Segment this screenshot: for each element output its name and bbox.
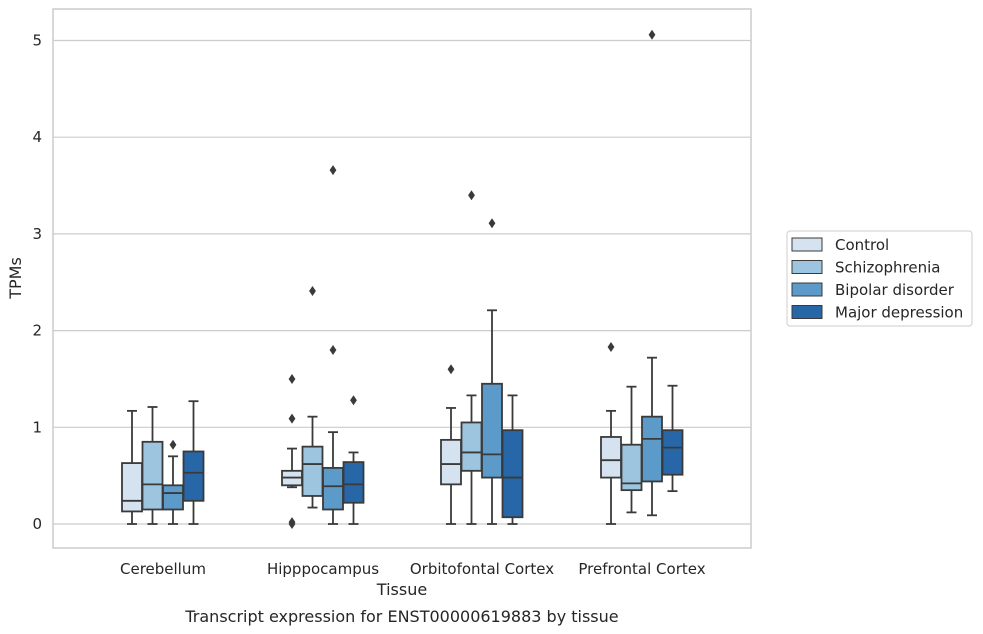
legend-swatch	[791, 237, 823, 252]
outlier-point	[350, 395, 357, 406]
outlier-point	[288, 413, 296, 424]
outlier-point	[468, 190, 475, 201]
box-major-depression	[501, 394, 524, 525]
y-tick-label: 5	[32, 32, 42, 50]
legend-label: Major depression	[835, 304, 963, 322]
box-schizophrenia	[301, 285, 324, 509]
outlier-point	[648, 29, 656, 40]
x-tick-label: Hipppocampus	[267, 560, 379, 578]
legend-frame	[786, 230, 973, 327]
box-bipolar-disorder	[162, 439, 184, 525]
outlier-point	[288, 517, 296, 528]
iqr-box	[141, 440, 164, 511]
y-tick-labels: 0 1 2 3 4 5	[32, 32, 42, 534]
y-axis-title: TPMs	[6, 257, 25, 300]
legend: Control Schizophrenia Bipolar disorder Majo…	[786, 230, 973, 327]
outlier-point	[447, 364, 455, 375]
x-tick-labels: Cerebellum Hipppocampus Orbitofontal Corte…	[120, 560, 706, 578]
iqr-box	[182, 450, 205, 502]
iqr-box	[342, 461, 365, 504]
chart-caption: Transcript expression for ENST0000061988…	[184, 607, 618, 626]
iqr-box	[162, 484, 184, 511]
outlier-point	[329, 165, 337, 176]
y-tick-label: 0	[32, 515, 42, 533]
y-tick-label: 2	[32, 322, 42, 340]
iqr-box	[440, 438, 462, 486]
box-bipolar-disorder	[322, 165, 344, 525]
iqr-box	[600, 436, 622, 479]
y-tick-label: 3	[32, 225, 42, 243]
box-major-depression	[661, 384, 684, 493]
legend-swatch	[791, 260, 823, 274]
box-control	[440, 364, 462, 525]
x-tick-label: Prefrontal Cortex	[578, 560, 705, 578]
legend-label: Schizophrenia	[835, 259, 940, 277]
x-tick-label: Orbitofontal Cortex	[410, 560, 554, 578]
iqr-box	[661, 429, 684, 476]
iqr-box	[501, 429, 524, 519]
iqr-box	[460, 421, 483, 472]
grid	[53, 39, 751, 525]
box-bipolar-disorder	[641, 29, 663, 517]
y-tick-label: 4	[32, 128, 42, 146]
x-tick-label: Cerebellum	[120, 560, 206, 578]
legend-swatch	[791, 282, 823, 297]
box-control	[121, 409, 143, 525]
iqr-box	[301, 445, 324, 497]
legend-label: Bipolar disorder	[835, 281, 955, 299]
box-major-depression	[182, 400, 205, 525]
x-axis-title: Tissue	[376, 580, 427, 599]
y-tick-label: 1	[32, 418, 42, 436]
plot-frame	[52, 8, 752, 549]
iqr-box	[481, 382, 503, 479]
iqr-box	[641, 415, 663, 483]
outlier-point	[329, 344, 337, 355]
box-bipolar-disorder	[481, 218, 503, 525]
outlier-point	[309, 285, 316, 296]
iqr-box	[322, 467, 344, 511]
box-schizophrenia	[460, 190, 483, 525]
iqr-box	[121, 462, 143, 513]
box-control	[281, 373, 303, 529]
box-major-depression	[342, 395, 365, 525]
box-schizophrenia	[620, 385, 643, 514]
outlier-point	[288, 373, 296, 384]
legend-swatch	[791, 305, 823, 319]
box-control	[600, 342, 622, 525]
legend-label: Control	[835, 236, 889, 254]
outlier-point	[488, 218, 496, 229]
outlier-point	[169, 439, 177, 450]
boxes	[121, 29, 684, 529]
box-schizophrenia	[141, 406, 164, 525]
outlier-point	[607, 342, 615, 353]
